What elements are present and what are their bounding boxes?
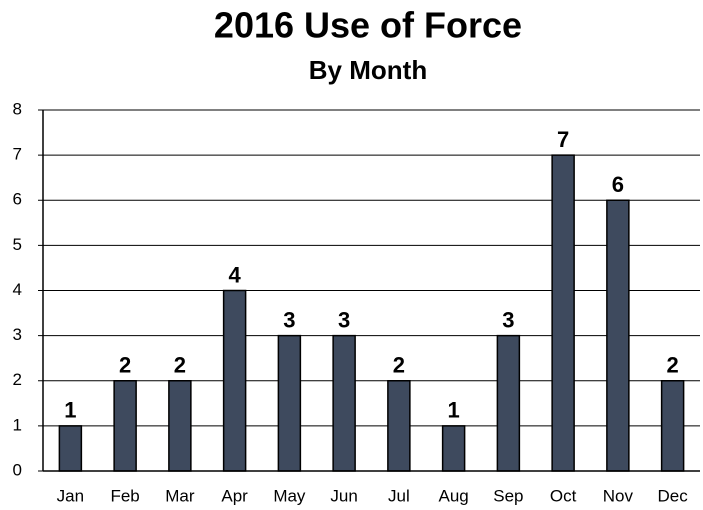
y-tick-label: 1: [13, 415, 22, 434]
x-tick-label: Jun: [330, 486, 357, 505]
y-tick-label: 7: [13, 145, 22, 164]
data-label: 3: [338, 307, 350, 332]
data-label: 2: [174, 353, 186, 378]
data-label: 1: [448, 398, 460, 423]
y-tick-label: 6: [13, 190, 22, 209]
chart-subtitle: By Month: [309, 55, 427, 85]
bar: [606, 199, 630, 472]
bar: [222, 289, 247, 472]
bar: [496, 334, 521, 472]
data-label: 2: [393, 353, 405, 378]
bar: [332, 334, 356, 472]
y-tick-label: 4: [13, 280, 22, 299]
bar: [113, 380, 137, 472]
bar: [551, 154, 575, 472]
bar: [387, 380, 411, 472]
y-tick-label: 0: [13, 460, 22, 479]
data-label: 3: [502, 307, 514, 332]
y-tick-label: 3: [13, 325, 22, 344]
y-tick-label: 8: [13, 99, 22, 118]
bar: [660, 380, 685, 472]
x-tick-label: Jan: [57, 486, 84, 505]
x-tick-label: Oct: [550, 486, 577, 505]
data-label: 4: [229, 262, 242, 287]
y-tick-label: 2: [13, 370, 22, 389]
x-tick-label: Aug: [439, 486, 469, 505]
x-tick-label: Sep: [493, 486, 523, 505]
data-label: 2: [119, 353, 131, 378]
data-label: 1: [64, 398, 76, 423]
data-label: 2: [667, 353, 679, 378]
bar: [58, 425, 83, 472]
data-label: 7: [557, 127, 569, 152]
x-tick-label: Mar: [165, 486, 195, 505]
x-tick-label: Feb: [110, 486, 139, 505]
x-tick-label: Jul: [388, 486, 410, 505]
x-tick-label: May: [273, 486, 306, 505]
bar: [277, 334, 302, 472]
bar: [168, 380, 192, 472]
bar: [441, 425, 466, 472]
y-tick-label: 5: [13, 235, 22, 254]
x-tick-label: Nov: [603, 486, 634, 505]
data-label: 6: [612, 172, 624, 197]
x-tick-label: Dec: [658, 486, 689, 505]
data-label: 3: [283, 307, 295, 332]
x-tick-label: Apr: [221, 486, 248, 505]
chart-title: 2016 Use of Force: [214, 5, 522, 46]
